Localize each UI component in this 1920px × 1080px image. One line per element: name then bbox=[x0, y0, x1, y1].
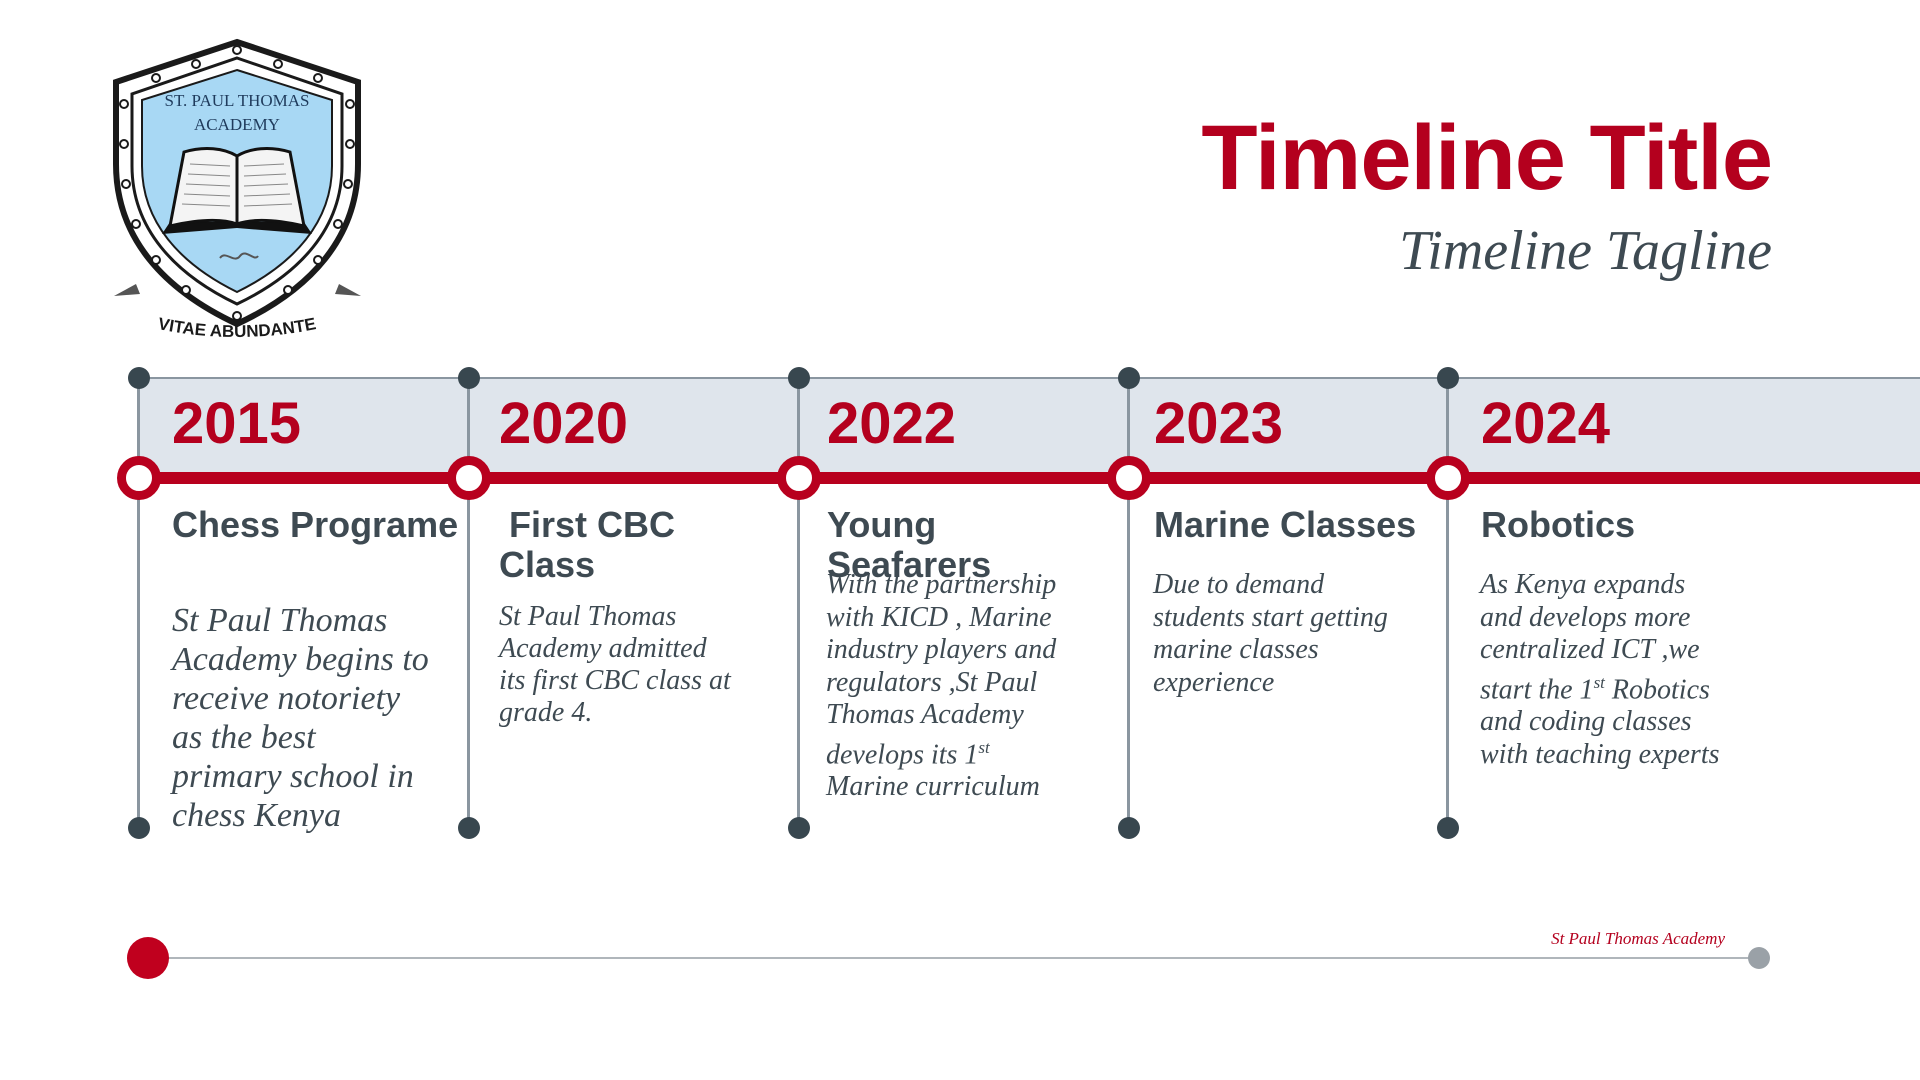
milestone-description: St Paul Thomas Academy admitted its firs… bbox=[499, 601, 731, 728]
bottom-marker-dot bbox=[788, 817, 810, 839]
milestone-ring-marker bbox=[1107, 456, 1151, 500]
top-marker-dot bbox=[128, 367, 150, 389]
footer-divider-line bbox=[165, 957, 1760, 959]
milestone-description: St Paul Thomas Academy begins to receive… bbox=[172, 602, 429, 834]
bottom-marker-dot bbox=[128, 817, 150, 839]
milestone-heading: Chess Programe bbox=[172, 504, 459, 545]
crest-name-line2: ACADEMY bbox=[194, 115, 280, 134]
milestone-description: As Kenya expands and develops more centr… bbox=[1480, 569, 1730, 771]
description-text-end: Robotics and coding classes with teachin… bbox=[1480, 673, 1720, 770]
timeline-divider bbox=[1446, 378, 1449, 828]
timeline-divider bbox=[797, 378, 800, 828]
footer-red-dot bbox=[127, 937, 169, 979]
description-text: With the partnership with KICD , Marine … bbox=[826, 569, 1057, 770]
milestone-year: 2022 bbox=[827, 391, 957, 456]
timeline-red-line bbox=[138, 472, 1920, 484]
milestone-description: Due to demand students start getting mar… bbox=[1153, 569, 1388, 698]
milestone-heading: Young Seafarers bbox=[827, 504, 992, 585]
timeline-band bbox=[138, 377, 1920, 479]
description-text-end: Marine curriculum bbox=[826, 771, 1040, 803]
footer-grey-dot bbox=[1748, 947, 1770, 969]
top-marker-dot bbox=[788, 367, 810, 389]
bottom-marker-dot bbox=[1118, 817, 1140, 839]
milestone-heading: First CBC Class bbox=[499, 504, 686, 585]
footer-school-name: St Paul Thomas Academy bbox=[1551, 929, 1725, 948]
milestone-heading: Marine Classes bbox=[1154, 504, 1417, 545]
timeline-divider bbox=[137, 378, 140, 828]
milestone-year: 2020 bbox=[499, 391, 629, 456]
milestone-heading: Robotics bbox=[1481, 504, 1636, 545]
open-book-icon bbox=[162, 147, 312, 234]
timeline-title: Timeline Title bbox=[1201, 107, 1773, 209]
milestone-ring-marker bbox=[1426, 456, 1470, 500]
milestone-year: 2015 bbox=[172, 391, 302, 456]
timeline-divider bbox=[467, 378, 470, 828]
top-marker-dot bbox=[458, 367, 480, 389]
milestone-ring-marker bbox=[117, 456, 161, 500]
ordinal-suffix: st bbox=[978, 737, 990, 757]
bottom-marker-dot bbox=[458, 817, 480, 839]
description-text: As Kenya expands and develops more centr… bbox=[1480, 569, 1700, 705]
crest-name-line1: ST. PAUL THOMAS bbox=[164, 91, 309, 110]
ordinal-suffix: st bbox=[1593, 672, 1605, 692]
milestone-ring-marker bbox=[777, 456, 821, 500]
top-marker-dot bbox=[1437, 367, 1459, 389]
school-crest-logo: ST. PAUL THOMAS ACADEMY VITAE ABUNDANTE bbox=[113, 38, 361, 341]
bottom-marker-dot bbox=[1437, 817, 1459, 839]
timeline-tagline: Timeline Tagline bbox=[1399, 220, 1772, 282]
milestone-year: 2023 bbox=[1154, 391, 1284, 456]
milestone-description: With the partnership with KICD , Marine … bbox=[826, 569, 1066, 804]
top-marker-dot bbox=[1118, 367, 1140, 389]
timeline-divider bbox=[1127, 378, 1130, 828]
milestone-year: 2024 bbox=[1481, 391, 1611, 456]
milestone-ring-marker bbox=[447, 456, 491, 500]
